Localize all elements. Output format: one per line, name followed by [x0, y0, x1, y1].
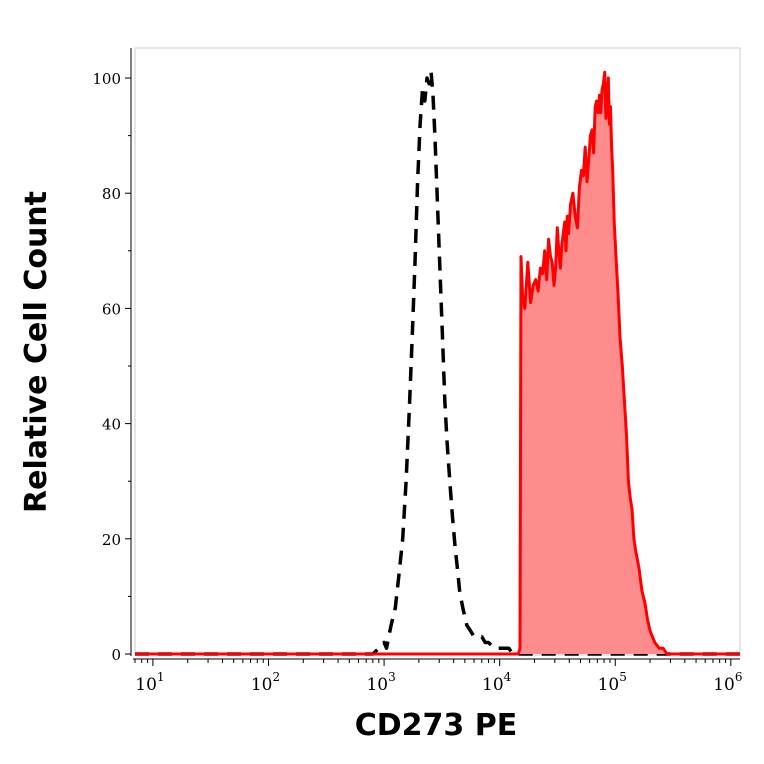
y-tick-label: 60 — [102, 300, 121, 318]
x-axis-title: CD273 PE — [355, 708, 517, 743]
axes-layer — [130, 48, 740, 660]
ticks-layer: 0 20 40 60 80 100 101 102 103 104 105 106 — [92, 70, 742, 695]
y-tick-label: 100 — [92, 70, 121, 88]
x-tick-label: 102 — [251, 670, 280, 695]
y-axis-title: Relative Cell Count — [19, 191, 54, 513]
y-tick-label: 20 — [102, 531, 121, 549]
series-layer — [135, 70, 740, 656]
y-tick-label: 40 — [102, 416, 121, 434]
plot-frame — [134, 47, 741, 656]
series-0-dashed-line — [135, 70, 740, 656]
series-1-area-fill — [135, 72, 740, 654]
y-tick-label: 0 — [111, 646, 121, 664]
x-tick-label: 104 — [482, 670, 512, 695]
x-tick-label: 101 — [135, 670, 164, 695]
series-1-outline — [135, 70, 740, 656]
x-tick-label: 105 — [598, 670, 627, 695]
x-tick-label: 103 — [366, 670, 395, 695]
y-tick-label: 80 — [102, 185, 121, 203]
x-tick-label: 106 — [713, 670, 742, 695]
